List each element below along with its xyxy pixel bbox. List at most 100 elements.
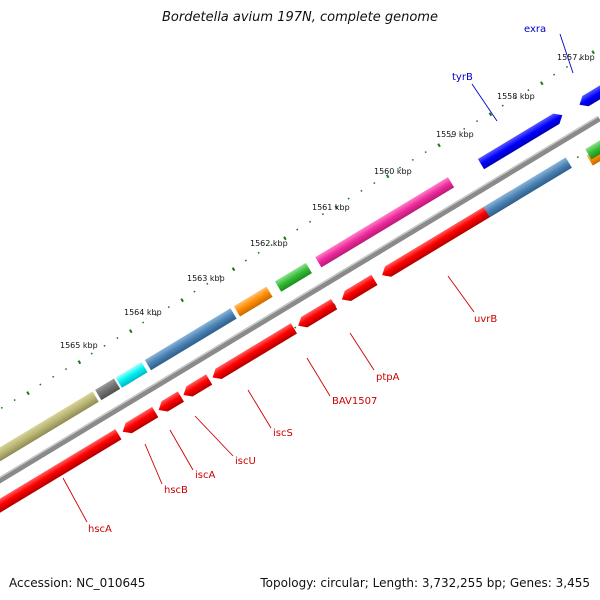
outer-minor-tick (347, 197, 350, 200)
outer-minor-tick (90, 352, 93, 355)
uvrB-red-feature[interactable] (379, 189, 518, 280)
outer-minor-tick (514, 96, 517, 99)
genome-backbone (0, 115, 600, 488)
gene-label-exra[interactable]: exra (524, 24, 546, 35)
uvrB-leader (447, 275, 475, 313)
outer-minor-tick (206, 282, 209, 285)
outer-major-tick (488, 112, 493, 117)
iscA-feature[interactable] (115, 362, 148, 388)
inner-minor-tick (576, 156, 579, 159)
outer-minor-tick (116, 337, 119, 340)
gene-label-iscU[interactable]: iscU (235, 456, 256, 467)
ptpA-red-feature[interactable] (339, 274, 378, 305)
outer-minor-tick (103, 344, 106, 347)
outer-minor-tick (154, 313, 158, 316)
hscB-red-feature[interactable] (120, 406, 159, 437)
ptpA-leader (349, 332, 375, 371)
outer-minor-tick (565, 65, 569, 68)
outer-minor-tick (257, 251, 260, 254)
outer-minor-tick (309, 220, 312, 223)
gene-label-uvrB[interactable]: uvrB (474, 314, 497, 325)
outer-major-tick (540, 81, 544, 86)
hscA-feature[interactable] (0, 391, 99, 498)
outer-minor-tick (501, 104, 504, 107)
outer-minor-tick (398, 166, 402, 169)
outer-major-tick (26, 391, 30, 396)
outer-major-tick (437, 143, 441, 148)
gene-labels: exra tyrB uvrB ptpA BAV1507 iscS iscU is… (88, 24, 546, 535)
outer-minor-tick (373, 182, 376, 185)
outer-tick-track (0, 50, 595, 409)
outer-minor-tick (450, 135, 453, 138)
outer-minor-tick (39, 383, 42, 386)
kbp-labels: 1557 kbp 1558 kbp 1559 kbp 1560 kbp 1561… (60, 53, 595, 350)
BAV1507-red-feature[interactable] (295, 298, 338, 331)
kbp-label-1557: 1557 kbp (557, 53, 595, 62)
gene-features (0, 68, 600, 535)
outer-minor-tick (578, 58, 581, 61)
iscS-feature[interactable] (144, 308, 237, 371)
exra-leader (559, 33, 574, 74)
outer-major-tick (77, 360, 82, 365)
kbp-label-1560: 1560 kbp (374, 167, 412, 176)
outer-major-tick (385, 174, 390, 179)
BAV1507-leader (306, 357, 331, 397)
label-leader-lines (62, 33, 574, 523)
tyrB-leader (471, 83, 498, 122)
map-title: Bordetella avium 197N, complete genome (162, 10, 438, 25)
outer-major-tick (231, 267, 236, 272)
iscA-red-feature[interactable] (156, 391, 185, 415)
uvrB-feature[interactable] (315, 177, 455, 268)
BAV1507-feature[interactable] (233, 286, 273, 317)
kbp-label-1558: 1558 kbp (497, 92, 535, 101)
outer-minor-tick (424, 151, 427, 154)
outer-minor-tick (360, 189, 363, 192)
gene-label-hscA[interactable]: hscA (88, 524, 112, 535)
outer-minor-tick (142, 321, 145, 324)
gene-label-iscS[interactable]: iscS (273, 428, 293, 439)
kbp-label-1564: 1564 kbp (124, 308, 162, 317)
outer-minor-tick (411, 158, 414, 161)
iscU-leader (194, 415, 234, 457)
outer-minor-tick (0, 406, 3, 409)
outer-minor-tick (244, 259, 247, 262)
outer-major-tick (591, 50, 595, 55)
outer-major-tick (283, 236, 287, 241)
outer-minor-tick (296, 228, 299, 231)
hscA-red-feature[interactable] (0, 429, 122, 535)
outer-major-tick (180, 298, 184, 303)
iscU-red-feature[interactable] (180, 374, 213, 400)
outer-minor-tick (64, 368, 68, 371)
accession-label: Accession: NC_010645 (9, 576, 146, 590)
right-blue-feature[interactable] (576, 68, 600, 110)
outer-minor-tick (527, 89, 530, 92)
hscB-feature[interactable] (95, 378, 121, 401)
outer-minor-tick (52, 375, 55, 378)
iscA-leader (169, 429, 194, 471)
outer-major-tick (334, 205, 339, 210)
ptpA-feature[interactable] (274, 262, 312, 292)
gene-label-BAV1507[interactable]: BAV1507 (332, 396, 377, 407)
outer-minor-tick (463, 127, 466, 130)
hscB-leader (144, 443, 163, 485)
tyrB-steel-feature[interactable] (483, 157, 572, 218)
gene-label-hscB[interactable]: hscB (164, 485, 188, 496)
tyrB-blue-feature[interactable] (477, 110, 566, 170)
gene-label-ptpA[interactable]: ptpA (376, 372, 400, 383)
genome-summary: Topology: circular; Length: 3,732,255 bp… (260, 576, 590, 590)
outer-minor-tick (553, 73, 556, 76)
gene-label-iscA[interactable]: iscA (195, 470, 215, 481)
outer-minor-tick (475, 120, 479, 123)
outer-minor-tick (13, 399, 16, 402)
outer-major-tick (129, 329, 133, 334)
inner-minor-tick (294, 326, 297, 329)
outer-minor-tick (270, 244, 273, 247)
iscS-red-feature[interactable] (209, 323, 298, 382)
kbp-label-1559: 1559 kbp (436, 130, 474, 139)
kbp-label-1561: 1561 kbp (312, 203, 350, 212)
outer-minor-tick (219, 275, 222, 278)
gene-label-tyrB[interactable]: tyrB (452, 72, 473, 83)
hscA-leader (62, 477, 88, 523)
outer-minor-tick (193, 290, 196, 293)
